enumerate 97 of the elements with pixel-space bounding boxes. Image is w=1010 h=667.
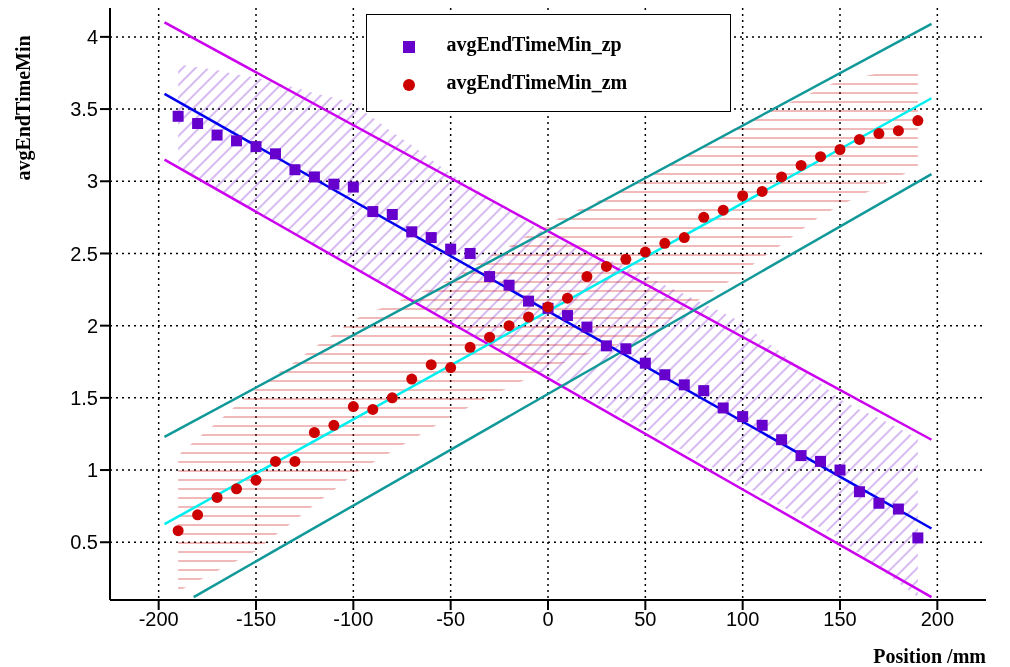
y-tick-label: 1: [86, 459, 98, 482]
legend-label: avgEndTimeMin_zp: [446, 33, 622, 55]
point: [386, 208, 398, 220]
y-tick-label: 3: [86, 170, 98, 193]
legend-label: avgEndTimeMin_zm: [446, 71, 628, 93]
point: [250, 141, 262, 153]
point: [892, 125, 904, 137]
point: [347, 401, 359, 413]
point: [289, 164, 301, 176]
point: [484, 271, 496, 283]
point: [308, 427, 320, 439]
point: [231, 483, 243, 495]
point: [328, 419, 340, 431]
point: [873, 497, 885, 509]
x-tick-label: -200: [138, 608, 179, 631]
point: [269, 455, 281, 467]
point: [795, 159, 807, 171]
x-tick-label: 50: [634, 608, 657, 631]
point: [425, 232, 437, 244]
point: [367, 403, 379, 415]
y-tick-label: 2: [86, 314, 98, 337]
y-tick-label: 0.5: [70, 531, 98, 554]
point: [912, 115, 924, 127]
point: [484, 331, 496, 343]
point: [289, 455, 301, 467]
point: [737, 190, 749, 202]
point: [172, 110, 184, 122]
point: [367, 206, 379, 218]
point: [192, 509, 204, 521]
y-axis-title: avgEndTimeMin: [12, 35, 35, 181]
point: [717, 402, 729, 414]
point: [776, 434, 788, 446]
point: [620, 253, 632, 265]
point: [834, 144, 846, 155]
point: [445, 243, 457, 255]
point: [172, 525, 184, 537]
x-tick-label: 100: [725, 608, 760, 631]
y-tick-label: 2.5: [70, 242, 98, 265]
point: [406, 226, 418, 238]
point: [600, 260, 612, 272]
point: [698, 211, 710, 223]
point: [192, 118, 204, 130]
point: [503, 279, 515, 291]
point: [756, 185, 768, 197]
point: [581, 271, 593, 283]
point: [678, 379, 690, 391]
point: [815, 151, 827, 163]
point: [347, 181, 359, 193]
point: [776, 171, 788, 183]
point: [561, 310, 573, 322]
point: [659, 369, 671, 381]
point: [639, 357, 651, 369]
y-tick-label: 3.5: [70, 98, 98, 121]
point: [328, 178, 340, 190]
point: [211, 491, 223, 503]
x-axis-title: Position /mm: [873, 645, 987, 667]
x-tick-label: -50: [436, 608, 466, 631]
point: [795, 450, 807, 462]
point: [406, 373, 418, 385]
x-tick-label: -100: [333, 608, 374, 631]
point: [698, 385, 710, 397]
point: [600, 340, 612, 352]
point: [737, 411, 749, 423]
point: [308, 171, 320, 183]
point: [561, 292, 573, 304]
point: [873, 128, 885, 140]
point: [425, 359, 437, 371]
y-tick-label: 1.5: [70, 386, 98, 409]
point: [678, 232, 690, 244]
point: [250, 474, 262, 486]
y-tick-label: 4: [86, 25, 98, 48]
point: [834, 464, 846, 476]
point: [523, 295, 535, 307]
x-tick-label: 0: [542, 608, 554, 631]
x-tick-label: 150: [823, 608, 857, 631]
point: [464, 247, 476, 259]
point: [523, 311, 535, 323]
point: [211, 129, 223, 141]
point: [892, 503, 904, 515]
point: [269, 148, 281, 160]
x-tick-label: -150: [235, 608, 277, 631]
point: [464, 341, 476, 353]
point: [912, 532, 924, 544]
x-tick-label: 200: [920, 608, 955, 631]
point: [445, 362, 457, 374]
point: [503, 320, 515, 332]
point: [717, 204, 729, 216]
point: [620, 343, 632, 355]
point: [853, 133, 865, 145]
point: [231, 135, 243, 147]
point: [815, 455, 827, 467]
point: [386, 392, 398, 404]
point: [639, 246, 651, 258]
point: [853, 486, 865, 498]
point: [756, 419, 768, 431]
point: [581, 321, 593, 333]
point: [659, 237, 671, 249]
